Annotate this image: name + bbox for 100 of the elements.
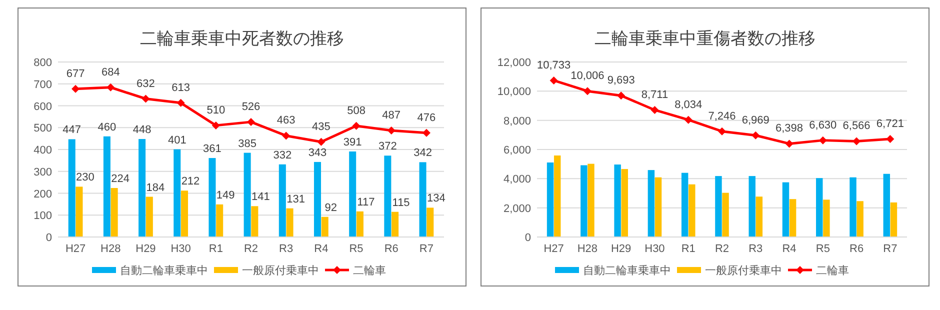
point xyxy=(752,131,760,140)
data-label: 6,721 xyxy=(876,118,904,130)
bar xyxy=(688,184,696,237)
y-tick-label: 500 xyxy=(34,122,52,135)
data-label: 613 xyxy=(172,82,190,94)
data-label: 677 xyxy=(66,68,85,80)
point xyxy=(247,118,255,126)
bar xyxy=(419,162,426,237)
bar xyxy=(654,177,662,237)
data-label: 141 xyxy=(252,191,270,204)
bar xyxy=(756,196,763,237)
bar xyxy=(103,136,110,237)
data-label: 115 xyxy=(392,196,410,209)
bar xyxy=(356,211,364,237)
bar xyxy=(384,156,392,237)
data-label: 8,034 xyxy=(674,98,702,111)
data-label: 332 xyxy=(273,149,292,162)
bar xyxy=(349,151,356,237)
bar xyxy=(392,212,399,237)
bar xyxy=(722,192,729,237)
bar xyxy=(782,182,790,237)
data-label: 6,398 xyxy=(776,122,804,135)
x-tick-label: H28 xyxy=(577,243,598,255)
point xyxy=(886,134,894,143)
bar xyxy=(546,162,554,237)
x-tick-label: R2 xyxy=(244,243,258,255)
point xyxy=(550,76,558,84)
x-tick-label: R2 xyxy=(714,243,730,255)
point xyxy=(852,137,861,146)
bar xyxy=(823,200,830,237)
point xyxy=(684,116,692,124)
bar xyxy=(146,196,153,237)
y-tick-label: 0 xyxy=(524,232,531,244)
data-label: 10,733 xyxy=(536,59,571,72)
bar xyxy=(715,176,722,237)
y-tick-label: 800 xyxy=(34,57,52,69)
bar xyxy=(890,202,898,237)
data-label: 184 xyxy=(146,182,165,194)
bar xyxy=(588,164,594,237)
point xyxy=(422,128,430,137)
bar xyxy=(580,165,588,237)
y-tick-label: 100 xyxy=(34,210,52,222)
data-label: 6,969 xyxy=(742,114,770,126)
bar xyxy=(314,162,322,237)
y-tick-label: 10,000 xyxy=(497,86,531,98)
y-tick-label: 2,000 xyxy=(503,202,531,215)
legend-label: 二輪車 xyxy=(816,264,849,277)
bar xyxy=(180,190,188,237)
data-label: 230 xyxy=(76,172,94,184)
data-label: 684 xyxy=(101,66,120,78)
point xyxy=(785,140,794,148)
x-tick-label: R3 xyxy=(748,243,763,255)
x-tick-label: H30 xyxy=(170,243,191,255)
bar xyxy=(614,164,621,237)
bar xyxy=(554,155,561,237)
y-tick-label: 0 xyxy=(46,232,52,244)
x-tick-label: R4 xyxy=(314,243,328,255)
data-label: 6,630 xyxy=(809,119,837,132)
y-tick-label: 8,000 xyxy=(503,115,531,128)
legend-label: 二輪車 xyxy=(353,264,386,277)
point xyxy=(387,126,396,134)
point xyxy=(106,83,115,92)
x-tick-label: R6 xyxy=(384,243,398,255)
y-tick-label: 200 xyxy=(34,188,52,200)
bar xyxy=(68,139,76,237)
bar xyxy=(110,188,118,237)
y-tick-label: 6,000 xyxy=(503,144,531,156)
x-tick-label: R3 xyxy=(279,243,294,255)
point xyxy=(818,136,827,144)
data-label: 117 xyxy=(357,196,375,208)
data-label: 372 xyxy=(378,140,397,153)
point xyxy=(583,87,592,96)
data-label: 510 xyxy=(206,104,226,116)
bar xyxy=(816,178,823,237)
bar xyxy=(278,164,286,237)
data-label: 10,006 xyxy=(570,70,604,82)
data-label: 212 xyxy=(181,176,200,188)
point xyxy=(142,94,150,103)
data-label: 361 xyxy=(203,143,222,156)
point xyxy=(617,92,626,100)
data-label: 7,246 xyxy=(708,110,736,122)
data-label: 401 xyxy=(168,134,186,146)
x-tick-label: H27 xyxy=(65,243,86,255)
bar xyxy=(856,201,864,237)
bar xyxy=(883,174,890,237)
y-tick-label: 4,000 xyxy=(503,174,531,186)
data-label: 391 xyxy=(343,136,362,148)
point xyxy=(212,121,220,130)
data-label: 447 xyxy=(62,124,82,136)
data-label: 508 xyxy=(347,104,366,117)
chart-title: 二輪車乗車中重傷者数の推移 xyxy=(594,29,816,48)
bar xyxy=(748,176,756,237)
bar xyxy=(216,204,224,237)
x-tick-label: R6 xyxy=(850,243,864,255)
data-label: 6,566 xyxy=(842,120,870,132)
data-label: 463 xyxy=(276,114,296,127)
data-label: 632 xyxy=(136,78,155,90)
data-label: 92 xyxy=(324,202,337,214)
bar xyxy=(174,149,181,237)
x-tick-label: R4 xyxy=(782,243,796,255)
